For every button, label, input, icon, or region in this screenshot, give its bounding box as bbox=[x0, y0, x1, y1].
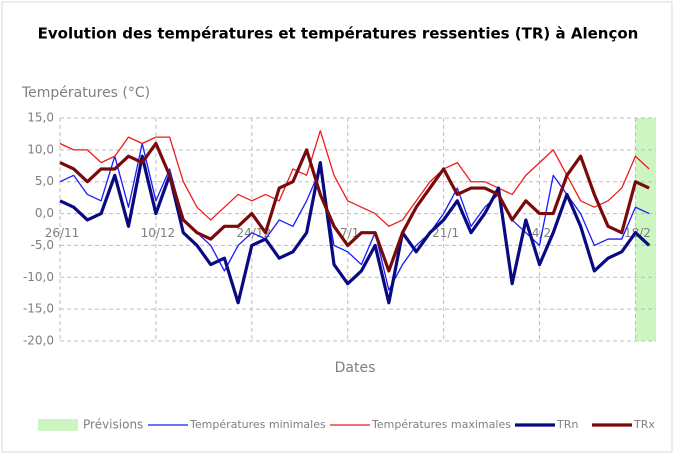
legend-label: TRn bbox=[556, 418, 578, 431]
series-line bbox=[59, 130, 650, 227]
legend-label: Prévisions bbox=[83, 418, 143, 432]
y-tick-label: -10,0 bbox=[23, 270, 54, 284]
y-tick-label: 15,0 bbox=[27, 111, 54, 125]
x-tick-label: 26/11 bbox=[45, 226, 80, 240]
series-line bbox=[59, 141, 650, 273]
y-tick-label: -5,0 bbox=[31, 238, 54, 252]
chart-title: Evolution des températures et températur… bbox=[38, 25, 639, 43]
legend-label: Températures minimales bbox=[189, 418, 326, 431]
y-tick-label: 5,0 bbox=[35, 174, 54, 188]
series-line bbox=[59, 142, 650, 291]
y-tick-label: 0,0 bbox=[35, 206, 54, 220]
x-tick-label: 7/1 bbox=[340, 226, 359, 240]
legend-label: TRx bbox=[633, 418, 655, 431]
y-tick-label: -20,0 bbox=[23, 334, 54, 348]
series-line bbox=[59, 154, 651, 305]
y-tick-label: -15,0 bbox=[23, 302, 54, 316]
legend-label: Températures maximales bbox=[371, 418, 511, 431]
x-tick-label: 10/12 bbox=[141, 226, 176, 240]
y-tick-label: 10,0 bbox=[27, 142, 54, 156]
x-tick-label: 21/1 bbox=[432, 226, 459, 240]
forecast-band bbox=[635, 118, 656, 341]
x-axis-label: Dates bbox=[335, 360, 376, 376]
frame bbox=[1, 1, 673, 453]
y-axis-label: Températures (°C) bbox=[21, 85, 150, 101]
legend-swatch bbox=[38, 419, 78, 431]
